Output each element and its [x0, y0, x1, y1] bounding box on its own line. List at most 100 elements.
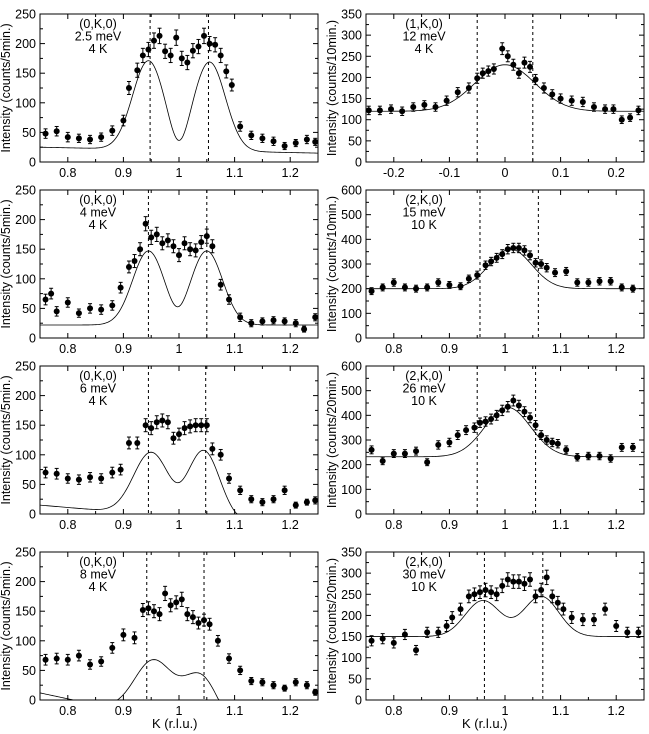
y-tick-label: 250	[341, 50, 362, 64]
data-point	[368, 288, 375, 295]
data-point	[150, 608, 157, 615]
data-point	[540, 85, 547, 91]
data-point	[538, 432, 545, 439]
data-point	[270, 138, 277, 145]
data-point	[449, 614, 456, 621]
x-tick-label: 1	[176, 704, 183, 718]
x-tick-label: 0.8	[385, 518, 402, 532]
data-point	[618, 116, 625, 123]
data-point	[75, 310, 82, 317]
y-tick-label: 200	[15, 37, 36, 51]
data-point	[237, 123, 244, 130]
x-tick-label: 1	[502, 342, 509, 356]
data-point	[109, 127, 116, 134]
panel-annotation: (2,K,0)	[405, 369, 443, 383]
data-point	[629, 285, 636, 292]
data-point	[53, 470, 60, 477]
data-point	[482, 262, 489, 269]
y-tick-label: 250	[15, 546, 36, 560]
data-point	[543, 437, 550, 443]
y-tick-label: 150	[15, 605, 36, 619]
data-point	[499, 407, 506, 414]
data-point	[64, 656, 71, 663]
data-point	[474, 272, 481, 279]
y-tick-label: 200	[341, 71, 362, 85]
data-point	[549, 91, 556, 98]
data-point	[413, 647, 420, 654]
data-point	[137, 246, 144, 253]
data-point	[237, 487, 244, 494]
data-point	[159, 417, 166, 424]
data-point	[585, 279, 592, 286]
data-point	[635, 107, 642, 114]
data-point	[228, 82, 235, 89]
data-point	[568, 97, 575, 104]
y-tick-label: 200	[341, 458, 362, 472]
fit-curve	[39, 659, 318, 701]
data-point	[259, 679, 266, 686]
y-tick-label: 400	[341, 233, 362, 247]
data-point	[198, 239, 205, 246]
data-point	[563, 446, 570, 453]
data-point	[201, 617, 208, 624]
data-point	[549, 439, 556, 446]
data-point	[87, 474, 94, 481]
data-point	[248, 320, 255, 327]
panel-annotation: (1,K,0)	[405, 17, 443, 31]
x-tick-label: 1.1	[552, 518, 569, 532]
y-tick-label: 0	[355, 156, 362, 170]
data-point	[568, 614, 575, 621]
x-tick-label: 1.2	[282, 342, 299, 356]
x-tick-label: -0.1	[439, 166, 461, 180]
panel-annotation: (0,K,0)	[79, 17, 117, 31]
data-point	[549, 593, 556, 600]
y-axis-label: Intensity (counts/20min.)	[325, 372, 339, 508]
data-point	[463, 427, 470, 434]
x-tick-label: 1.2	[608, 704, 625, 718]
data-point	[471, 424, 478, 431]
data-point	[585, 453, 592, 460]
data-point	[134, 67, 141, 74]
x-tick-label: 1.1	[226, 704, 243, 718]
data-point	[87, 305, 94, 312]
data-point	[579, 616, 586, 623]
data-point	[303, 136, 310, 143]
data-point	[109, 469, 116, 476]
data-point	[198, 422, 205, 429]
fit-curve	[366, 248, 644, 290]
data-point	[117, 466, 124, 473]
data-point	[206, 40, 213, 47]
data-point	[510, 578, 517, 585]
data-point	[42, 656, 49, 663]
panel-right-3: 0.8 0.9 1 1.1 1.2 0 100 200 300 400 500 600Intensit…	[325, 360, 645, 532]
x-tick-label: 0.8	[385, 704, 402, 718]
y-tick-label: 100	[15, 96, 36, 110]
data-point	[465, 593, 472, 600]
y-tick-label: 100	[341, 483, 362, 497]
x-tick-label: 1.2	[282, 166, 299, 180]
data-point	[532, 593, 539, 600]
data-point	[607, 278, 614, 285]
data-point	[117, 284, 124, 291]
data-point	[476, 589, 483, 596]
y-axis-label: Intensity (counts/5min.)	[0, 561, 13, 690]
data-point	[156, 611, 163, 618]
y-tick-label: 150	[15, 243, 36, 257]
data-point	[53, 308, 60, 315]
data-point	[259, 318, 266, 325]
data-point	[248, 678, 255, 685]
y-tick-label: 200	[15, 213, 36, 227]
data-point	[270, 682, 277, 689]
data-point	[281, 143, 288, 150]
data-point	[424, 284, 431, 291]
data-point	[98, 475, 105, 482]
panel-annotation: 4 meV	[80, 206, 117, 220]
x-tick-label: 0.9	[441, 342, 458, 356]
data-point	[87, 661, 94, 668]
data-point	[493, 591, 500, 598]
y-tick-label: 100	[341, 113, 362, 127]
data-point	[226, 475, 233, 482]
x-tick-label: 0.8	[385, 342, 402, 356]
